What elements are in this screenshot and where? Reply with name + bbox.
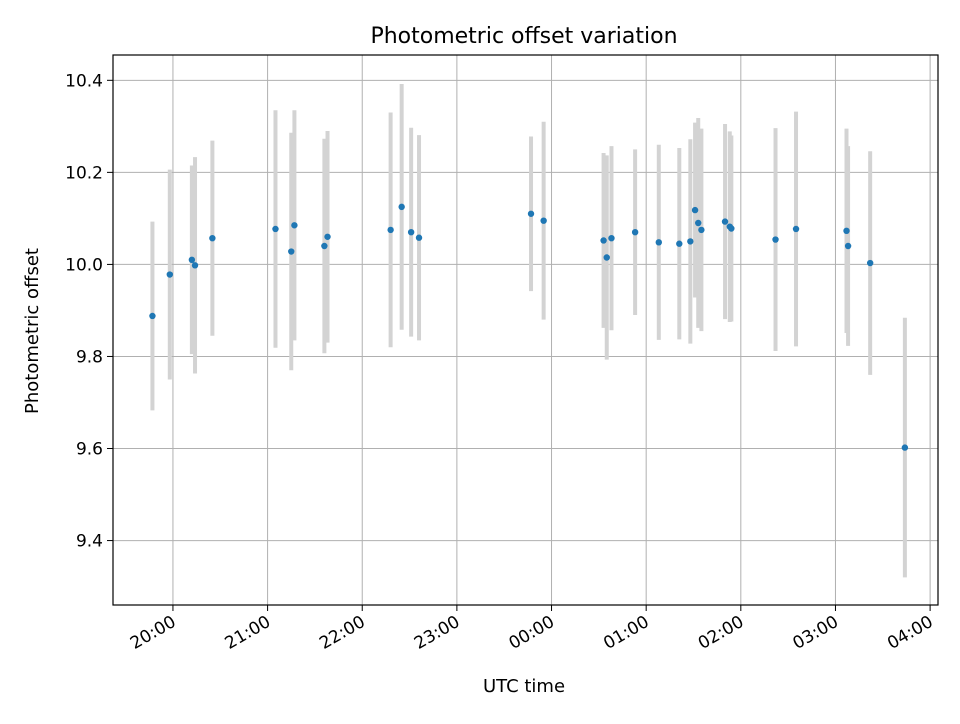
- x-tick-label: 04:00: [884, 612, 936, 654]
- plot-area-frame: [112, 54, 939, 606]
- data-point: [608, 234, 615, 242]
- data-point: [291, 222, 298, 229]
- y-tick-label: 10.0: [65, 255, 103, 275]
- y-axis-label: Photometric offset: [22, 248, 43, 414]
- x-tick-label: 22:00: [316, 612, 368, 654]
- data-point: [695, 219, 702, 227]
- x-tick-label: 01:00: [600, 612, 652, 654]
- y-tick-label: 9.4: [76, 532, 103, 552]
- data-point: [407, 228, 415, 236]
- data-point: [655, 239, 662, 246]
- data-point: [527, 210, 535, 217]
- data-point: [166, 271, 173, 278]
- y-tick-label: 10.2: [65, 163, 103, 183]
- data-point: [691, 206, 699, 214]
- data-point: [272, 225, 279, 233]
- data-point: [209, 234, 216, 242]
- data-point: [398, 203, 405, 211]
- x-tick-label: 02:00: [695, 612, 747, 654]
- error-bars: [150, 83, 907, 578]
- x-tick-label: 20:00: [127, 612, 179, 654]
- y-tick-label: 9.6: [76, 440, 103, 460]
- data-points: [149, 203, 909, 451]
- data-point: [728, 225, 735, 232]
- data-point: [387, 226, 394, 234]
- data-point: [288, 248, 295, 255]
- data-point: [772, 236, 779, 243]
- data-point: [415, 234, 423, 241]
- data-point: [687, 238, 694, 245]
- data-point: [600, 237, 607, 244]
- x-tick-label: 23:00: [411, 612, 463, 654]
- grid: [113, 55, 938, 605]
- data-point: [698, 226, 705, 234]
- data-point: [149, 312, 156, 320]
- data-point: [866, 259, 874, 267]
- data-point: [324, 233, 331, 240]
- data-point: [901, 444, 909, 451]
- x-axis-label: UTC time: [483, 676, 565, 697]
- data-point: [188, 256, 196, 264]
- y-tick-label: 9.8: [76, 347, 103, 367]
- y-tick-label: 10.4: [65, 71, 103, 91]
- data-point: [603, 254, 610, 261]
- data-point: [321, 242, 328, 250]
- data-point: [631, 228, 639, 236]
- data-point: [792, 225, 800, 233]
- data-point: [843, 227, 850, 235]
- data-point: [721, 218, 729, 225]
- data-point: [191, 262, 199, 269]
- x-tick-label: 21:00: [222, 612, 274, 654]
- x-axis-ticks: 20:00 21:00 22:00 23:00 00:00 01:00 02:00 03:00…: [127, 605, 937, 654]
- data-point: [676, 240, 683, 247]
- data-point: [540, 217, 547, 224]
- data-point: [844, 242, 852, 250]
- x-tick-label: 00:00: [506, 612, 558, 654]
- chart-title: Photometric offset variation: [370, 24, 677, 49]
- y-axis-ticks: 9.4 9.6 9.8 10.0 10.2 10.4: [65, 71, 113, 552]
- x-tick-label: 03:00: [790, 612, 842, 654]
